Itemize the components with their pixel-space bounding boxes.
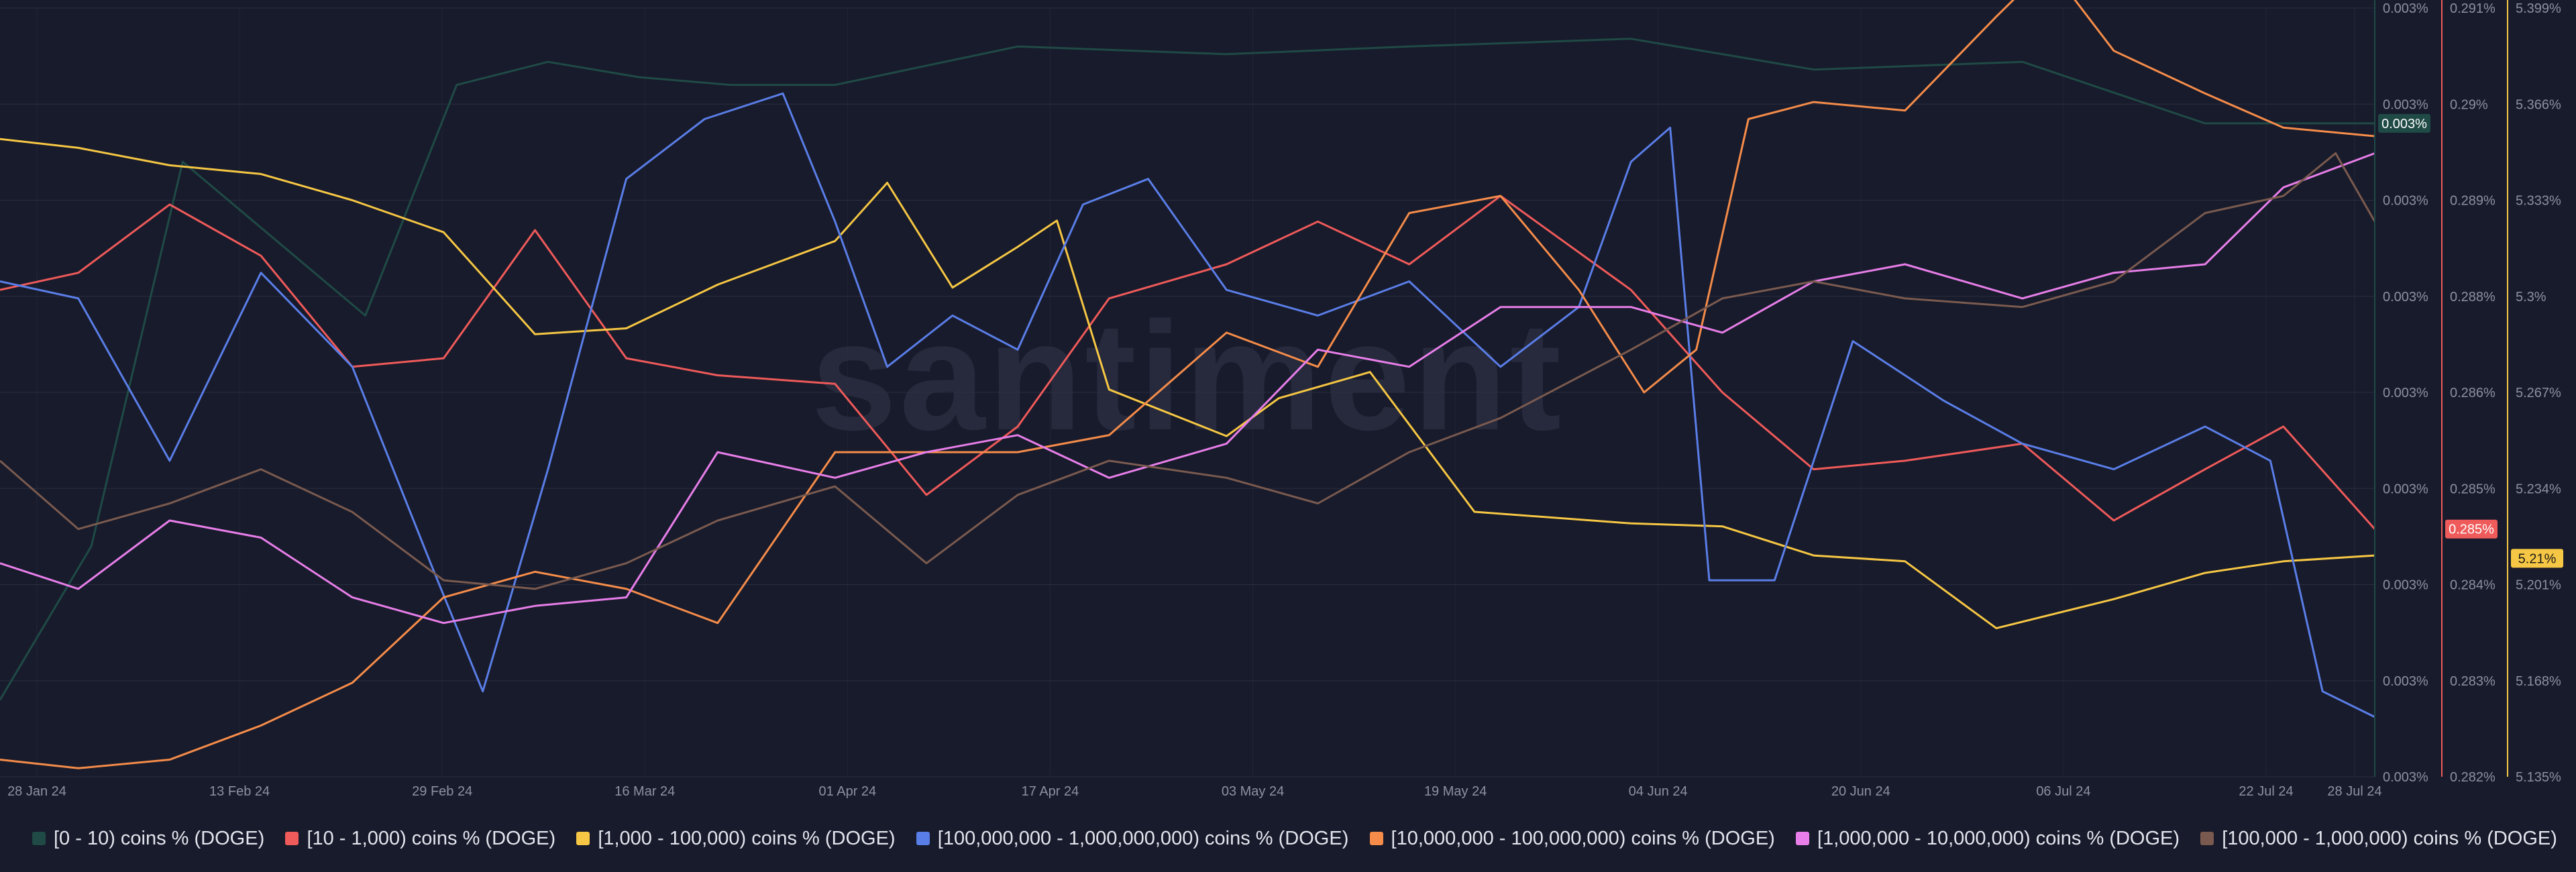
y-tick-label: 5.267%	[2516, 386, 2561, 400]
legend-swatch	[1369, 832, 1383, 845]
y-tick-label: 0.283%	[2450, 674, 2496, 689]
legend-item[interactable]: [10 - 1,000) coins % (DOGE)	[285, 828, 555, 850]
grid-lines	[0, 7, 2375, 777]
x-tick-label: 22 Jul 24	[2239, 784, 2293, 799]
legend-item[interactable]: [10,000,000 - 100,000,000) coins % (DOGE…	[1369, 827, 1775, 850]
y-tick-label: 5.135%	[2516, 770, 2561, 785]
legend-item[interactable]: [100,000,000 - 1,000,000,000) coins % (D…	[916, 827, 1349, 850]
series-line[interactable]	[0, 92, 2375, 718]
legend-label: [100,000,000 - 1,000,000,000) coins % (D…	[937, 827, 1349, 849]
series-lines	[0, 0, 2376, 769]
x-tick-label: 04 Jun 24	[1629, 784, 1688, 799]
legend-label: [100,000 - 1,000,000) coins % (DOGE)	[2222, 827, 2557, 849]
y-tick-label: 5.366%	[2516, 97, 2561, 112]
y-tick-label: 0.29%	[2450, 97, 2488, 112]
y-tick-label: 5.333%	[2516, 194, 2561, 209]
x-tick-label: 17 Apr 24	[1022, 784, 1079, 799]
y-tick-label: 0.003%	[2383, 770, 2428, 785]
y-tick-label: 0.003%	[2383, 290, 2428, 305]
legend-swatch	[285, 832, 299, 845]
y-tick-label: 0.003%	[2383, 482, 2428, 496]
y-tick-label: 0.003%	[2383, 97, 2428, 112]
legend-item[interactable]: [100,000 - 1,000,000) coins % (DOGE)	[2200, 828, 2557, 850]
legend-label: [1,000 - 100,000) coins % (DOGE)	[598, 827, 896, 849]
y-tick-label: 0.003%	[2383, 674, 2428, 689]
legend-swatch	[916, 832, 930, 845]
x-tick-label: 16 Mar 24	[614, 784, 675, 799]
y-tick-label: 0.291%	[2450, 1, 2496, 16]
y-tick-label: 0.282%	[2450, 770, 2496, 785]
series-line[interactable]	[0, 152, 2375, 624]
y-tick-label: 0.286%	[2450, 386, 2496, 400]
series-line[interactable]	[0, 152, 2376, 590]
last-value-badge-label: 5.21%	[2518, 551, 2557, 566]
last-value-badge-label: 0.003%	[2381, 117, 2427, 131]
legend-item[interactable]: [1,000,000 - 10,000,000) coins % (DOGE)	[1796, 828, 2180, 850]
x-tick-label: 29 Feb 24	[412, 784, 472, 799]
last-value-badge	[2511, 549, 2563, 568]
series-line[interactable]	[0, 138, 2375, 630]
x-tick-label: 13 Feb 24	[209, 784, 270, 799]
y-tick-label: 0.003%	[2383, 386, 2428, 400]
line-chart[interactable]: santiment 0.003%0.003%0.003%0.003%0.003%…	[0, 0, 2576, 818]
y-tick-label: 5.399%	[2516, 1, 2561, 16]
series-line[interactable]	[0, 0, 2375, 769]
y-tick-label: 0.003%	[2383, 194, 2428, 209]
y-tick-label: 5.201%	[2516, 578, 2561, 593]
y-tick-label: 0.003%	[2383, 578, 2428, 593]
x-tick-label: 06 Jul 24	[2036, 784, 2090, 799]
legend-label: [10,000,000 - 100,000,000) coins % (DOGE…	[1391, 827, 1775, 849]
last-value-badge	[2378, 113, 2430, 133]
x-tick-label: 03 May 24	[1222, 784, 1284, 799]
legend-item[interactable]: [1,000 - 100,000) coins % (DOGE)	[576, 827, 896, 850]
x-tick-label: 01 Apr 24	[819, 784, 877, 799]
y-tick-label: 0.284%	[2450, 578, 2496, 593]
legend-swatch	[2200, 832, 2214, 845]
x-tick-label: 28 Jan 24	[7, 784, 66, 799]
y-tick-label: 5.3%	[2516, 290, 2546, 305]
last-value-badge	[2445, 519, 2498, 539]
x-tick-label: 20 Jun 24	[1831, 784, 1890, 799]
last-value-badge-label: 0.285%	[2449, 523, 2494, 537]
legend: [0 - 10) coins % (DOGE) [10 - 1,000) coin…	[0, 820, 2576, 857]
y-tick-label: 0.289%	[2450, 194, 2496, 209]
x-tick-label: 28 Jul 24	[2327, 784, 2381, 799]
y-tick-label: 0.003%	[2383, 1, 2428, 16]
watermark: santiment	[811, 290, 1564, 462]
y-axes: 0.003% 0.003% 0.003% 0.003% 0.003% 0.003% 0.00…	[2374, 0, 2563, 785]
x-tick-label: 19 May 24	[1424, 784, 1487, 799]
legend-swatch	[32, 832, 46, 845]
y-tick-label: 5.168%	[2516, 674, 2561, 689]
legend-swatch	[576, 832, 590, 845]
legend-swatch	[1796, 832, 1810, 845]
legend-label: [0 - 10) coins % (DOGE)	[54, 827, 265, 849]
legend-label: [10 - 1,000) coins % (DOGE)	[307, 827, 556, 849]
y-tick-label: 0.288%	[2450, 290, 2496, 305]
y-tick-label: 0.285%	[2450, 482, 2496, 496]
legend-label: [1,000,000 - 10,000,000) coins % (DOGE)	[1817, 827, 2180, 849]
y-tick-label: 5.234%	[2516, 482, 2561, 496]
series-line[interactable]	[0, 38, 2375, 701]
series-line[interactable]	[0, 195, 2376, 530]
x-axis-ticks: 28 Jan 24 13 Feb 24 29 Feb 24 16 Mar 24 01 A…	[7, 784, 2382, 799]
legend-item[interactable]: [0 - 10) coins % (DOGE)	[32, 828, 264, 850]
